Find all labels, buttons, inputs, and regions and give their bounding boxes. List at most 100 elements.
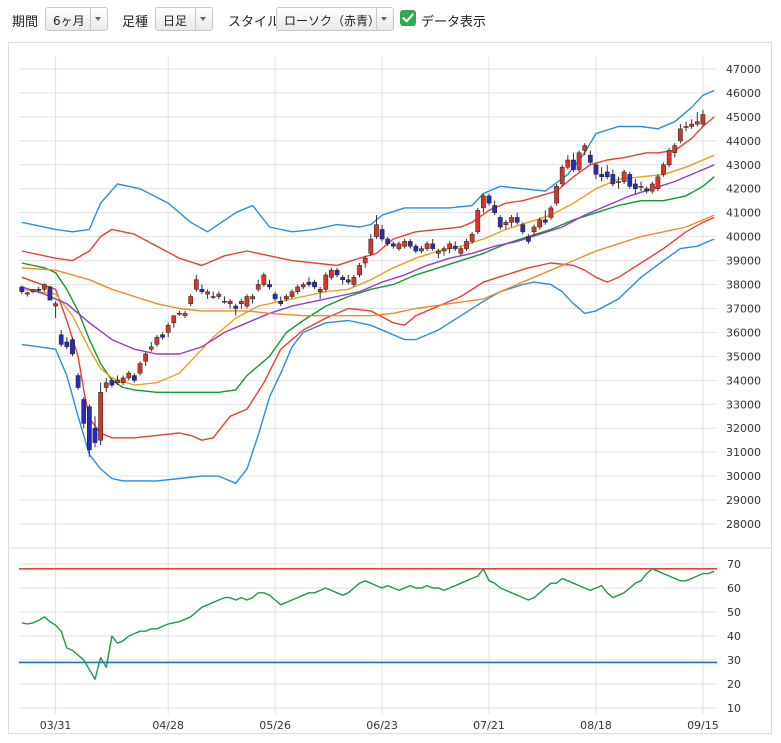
candle-body: [345, 279, 351, 283]
candle-body: [362, 257, 368, 264]
price-tick-label: 44000: [726, 135, 761, 148]
candle-body: [317, 289, 323, 292]
stock-chart: 47000 46000 45000 44000 43000 42000 41000 40000…: [9, 57, 771, 732]
candle-body: [284, 296, 289, 300]
candle: [486, 193, 492, 206]
candle-body: [182, 313, 188, 316]
period-select[interactable]: 6ヶ月: [45, 7, 108, 31]
candle-body: [554, 186, 559, 204]
candle: [413, 243, 419, 254]
candle: [148, 342, 154, 352]
candle-body: [177, 313, 182, 315]
candle: [160, 332, 165, 340]
candle-body: [374, 224, 379, 237]
price-tick-label: 45000: [726, 111, 761, 124]
candle: [103, 377, 109, 393]
candle-body: [469, 233, 475, 242]
bollinger-upper-1sigma-line: [21, 116, 715, 267]
candle: [58, 330, 64, 347]
style-select[interactable]: ローソク（赤青）: [276, 7, 394, 31]
candle-body: [255, 284, 261, 290]
candle-body: [621, 171, 627, 182]
candle-body: [47, 286, 53, 301]
candlesticks: [19, 109, 706, 457]
candle: [210, 291, 216, 299]
grid: [9, 57, 771, 714]
candle-body: [520, 224, 526, 233]
show-data-checkbox[interactable]: [400, 10, 416, 26]
candle: [526, 234, 531, 244]
candle: [193, 274, 199, 292]
candle: [385, 236, 391, 247]
candle: [323, 272, 329, 292]
candle-body: [492, 205, 498, 213]
candle: [87, 404, 92, 457]
candle: [255, 279, 261, 292]
candle: [390, 241, 396, 249]
candle: [132, 373, 137, 383]
candle-body: [379, 229, 385, 240]
candle: [672, 143, 678, 158]
candle-body: [396, 243, 402, 249]
candle-body: [514, 217, 520, 223]
candle-body: [587, 154, 593, 163]
moving-average-long-line: [21, 214, 715, 317]
price-tick-label: 28000: [726, 518, 761, 531]
candle-body: [644, 188, 649, 192]
candle: [278, 296, 284, 307]
candle-body: [160, 334, 165, 338]
price-tick-label: 36000: [726, 326, 761, 339]
candle-body: [694, 121, 700, 125]
candle-body: [165, 324, 171, 333]
candle: [177, 310, 182, 316]
candle: [272, 291, 278, 302]
candle: [374, 215, 379, 240]
candle: [329, 267, 334, 280]
candle-body: [610, 174, 616, 185]
candle-body: [683, 126, 689, 128]
price-tick-label: 46000: [726, 87, 761, 100]
candle: [36, 286, 42, 292]
price-tick-label: 42000: [726, 183, 761, 196]
date-tick-label: 09/15: [687, 719, 719, 732]
candle: [289, 289, 295, 299]
rsi-tick-label: 10: [727, 702, 741, 715]
candle: [98, 382, 103, 445]
candle: [345, 274, 351, 285]
candle-body: [576, 152, 582, 170]
interval-select[interactable]: 日足: [155, 7, 213, 31]
candle-body: [98, 392, 103, 441]
candle: [633, 179, 638, 194]
candle: [475, 207, 481, 235]
rsi-axis: 70 60 50 40 30 20 10: [727, 558, 741, 715]
candle-body: [402, 241, 407, 247]
candle-body: [616, 181, 621, 183]
candle: [548, 205, 554, 220]
candle-body: [627, 174, 633, 187]
candle-body: [30, 289, 36, 292]
indicator-lines: [21, 89, 715, 484]
candle: [233, 303, 239, 316]
candle: [407, 239, 413, 249]
candle-body: [571, 159, 576, 170]
candle: [379, 224, 385, 242]
candle: [627, 171, 633, 189]
candle: [41, 283, 47, 292]
candle-body: [559, 166, 565, 185]
candle-body: [497, 217, 503, 228]
date-tick-label: 07/21: [473, 719, 505, 732]
candle-body: [300, 284, 306, 288]
candle: [165, 322, 171, 338]
candle-body: [368, 238, 374, 254]
candle-body: [148, 346, 154, 350]
candle: [205, 289, 210, 299]
candle-body: [81, 399, 87, 424]
candle: [464, 239, 469, 251]
style-label: スタイル: [228, 15, 281, 30]
rsi-panel: [19, 567, 717, 680]
price-tick-label: 32000: [726, 422, 761, 435]
bollinger-middle-line: [21, 176, 715, 393]
candle: [261, 272, 267, 287]
candle: [542, 210, 548, 225]
date-axis: 03/31 04/28 05/26 06/23 07/21 08/18 09/15: [40, 719, 719, 732]
